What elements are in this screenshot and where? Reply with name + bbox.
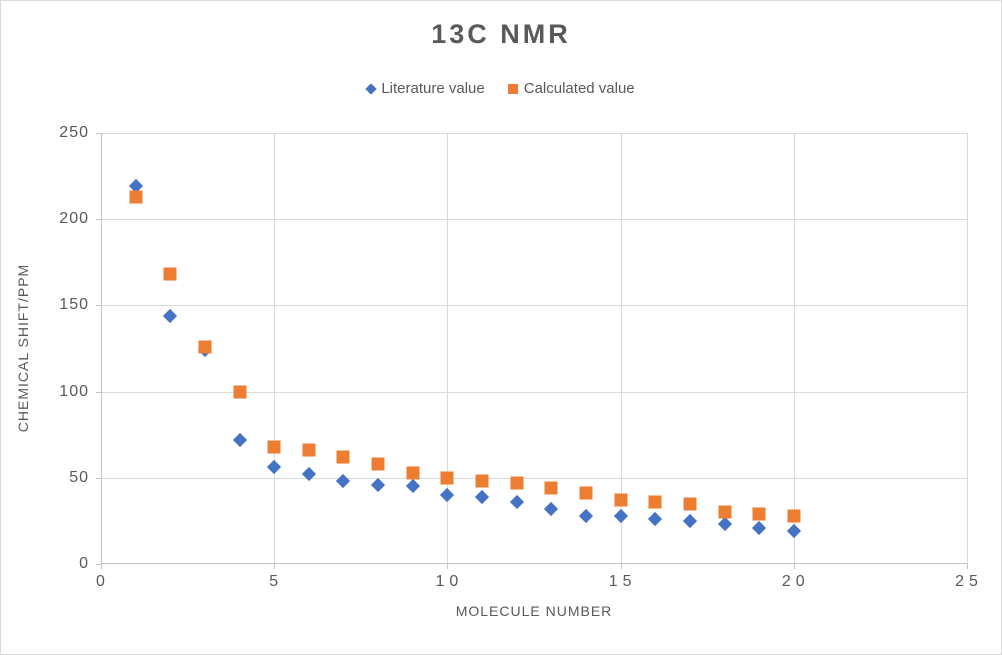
data-point-calculated-value xyxy=(544,481,558,495)
data-point-literature-value xyxy=(544,501,559,516)
x-axis-tick xyxy=(274,564,276,569)
data-point-calculated-value xyxy=(510,476,524,490)
data-point-literature-value xyxy=(648,512,663,527)
x-tick-label: 25 xyxy=(955,573,983,590)
data-point-literature-value xyxy=(163,308,178,323)
gridline-vertical xyxy=(274,133,276,564)
x-axis-tick xyxy=(447,564,449,569)
legend-label-calculated: Calculated value xyxy=(523,80,635,97)
y-tick-label: 150 xyxy=(59,296,89,314)
square-marker-icon xyxy=(507,83,518,94)
y-axis-line xyxy=(101,133,102,564)
data-point-calculated-value xyxy=(336,450,350,464)
diamond-marker-icon xyxy=(365,82,378,95)
data-point-literature-value xyxy=(752,520,767,535)
data-point-literature-value xyxy=(509,494,524,509)
y-tick-label: 100 xyxy=(59,382,89,400)
y-axis-tick xyxy=(96,305,101,307)
legend-item-calculated: Calculated value xyxy=(507,80,635,97)
x-axis-tick xyxy=(793,564,795,569)
data-point-calculated-value xyxy=(371,457,385,471)
y-tick-label: 50 xyxy=(69,468,89,486)
data-point-calculated-value xyxy=(475,474,489,488)
chart-legend: Literature value Calculated value xyxy=(1,80,1001,97)
y-axis-tick xyxy=(96,391,101,393)
x-axis-tick xyxy=(967,564,968,569)
data-point-literature-value xyxy=(682,513,697,528)
data-point-literature-value xyxy=(786,524,801,539)
data-point-literature-value xyxy=(717,517,732,532)
x-tick-label: 5 xyxy=(269,573,284,590)
data-point-calculated-value xyxy=(440,471,454,485)
data-point-calculated-value xyxy=(718,505,732,519)
x-axis-tick xyxy=(620,564,622,569)
x-tick-label: 10 xyxy=(435,573,464,590)
gridline-vertical xyxy=(447,133,449,564)
gridline-vertical xyxy=(967,133,968,564)
x-tick-label: 20 xyxy=(781,573,810,590)
y-tick-label: 200 xyxy=(59,210,89,228)
y-axis-tick xyxy=(96,133,101,134)
data-point-literature-value xyxy=(405,479,420,494)
data-point-calculated-value xyxy=(648,495,662,509)
legend-item-literature: Literature value xyxy=(365,80,485,97)
data-point-literature-value xyxy=(371,477,386,492)
gridline-horizontal xyxy=(101,133,967,134)
y-axis-tick xyxy=(96,564,101,565)
legend-label-literature: Literature value xyxy=(381,80,485,97)
gridline-vertical xyxy=(793,133,795,564)
y-axis-tick xyxy=(96,219,101,221)
data-point-literature-value xyxy=(474,489,490,504)
data-point-literature-value xyxy=(232,432,247,447)
y-tick-label: 0 xyxy=(79,555,89,572)
data-point-calculated-value xyxy=(198,340,212,354)
gridline-horizontal xyxy=(101,477,967,479)
data-point-calculated-value xyxy=(406,466,420,480)
x-axis-title: MOLECULE NUMBER xyxy=(455,603,613,619)
data-point-calculated-value xyxy=(129,190,143,204)
x-axis-line xyxy=(101,563,967,564)
gridline-horizontal xyxy=(101,305,967,307)
data-point-literature-value xyxy=(440,487,455,503)
x-tick-label: 0 xyxy=(96,573,110,590)
data-point-literature-value xyxy=(613,508,628,523)
data-point-calculated-value xyxy=(614,493,628,507)
data-point-calculated-value xyxy=(233,385,247,399)
data-point-calculated-value xyxy=(787,509,801,523)
data-point-calculated-value xyxy=(579,486,593,500)
data-point-calculated-value xyxy=(752,507,766,521)
data-point-calculated-value xyxy=(163,267,177,281)
chart-title: 13C NMR xyxy=(431,19,571,49)
data-point-calculated-value xyxy=(267,440,281,454)
gridline-vertical xyxy=(620,133,622,564)
data-point-literature-value xyxy=(301,467,316,482)
data-point-literature-value xyxy=(336,474,351,489)
gridline-horizontal xyxy=(101,219,967,221)
y-tick-label: 250 xyxy=(59,124,89,141)
data-point-literature-value xyxy=(267,460,282,475)
gridline-horizontal xyxy=(101,391,967,393)
x-tick-label: 15 xyxy=(608,573,637,590)
data-point-calculated-value xyxy=(302,443,316,457)
y-axis-tick xyxy=(96,477,101,479)
x-axis-tick xyxy=(101,564,102,569)
data-point-calculated-value xyxy=(683,497,697,511)
data-point-literature-value xyxy=(578,508,594,523)
plot-area xyxy=(101,133,968,564)
